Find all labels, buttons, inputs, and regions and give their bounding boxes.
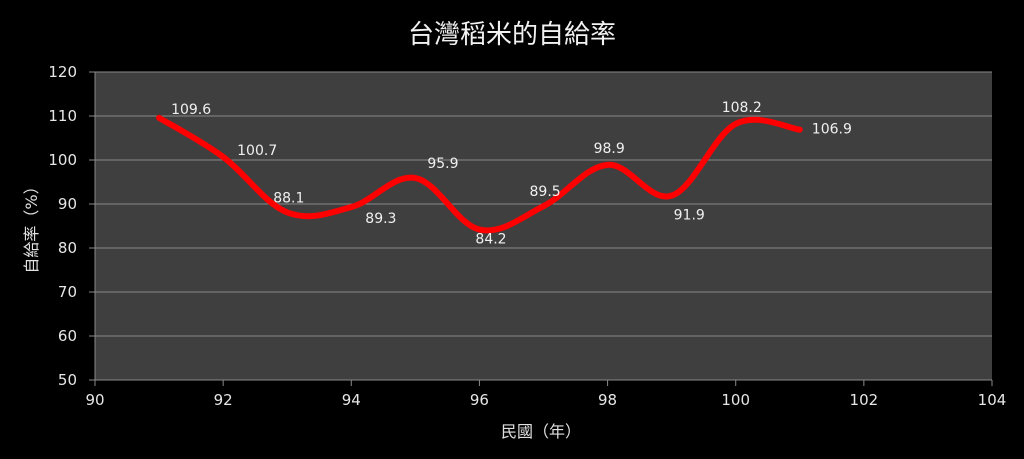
y-tick-labels: 50 60 70 80 90 100 110 120 — [48, 63, 77, 389]
y-tick-label: 60 — [58, 327, 77, 345]
data-label: 91.9 — [674, 208, 705, 224]
x-tick-label: 104 — [978, 391, 1007, 409]
x-axis-label: 民國（年） — [500, 422, 582, 441]
data-label: 106.9 — [812, 122, 852, 138]
y-tick-label: 110 — [48, 107, 77, 125]
y-tick-label: 100 — [48, 151, 77, 169]
gridlines — [95, 71, 992, 337]
data-label: 100.7 — [237, 143, 277, 159]
data-label: 84.2 — [475, 232, 506, 248]
data-label: 108.2 — [722, 100, 762, 116]
x-tick-label: 100 — [721, 391, 750, 409]
data-labels: 109.6 100.7 88.1 89.3 95.9 84.2 89.5 98.9 91.9 10… — [171, 100, 852, 248]
series-line — [156, 114, 803, 234]
x-tick-label: 96 — [470, 391, 489, 409]
x-tick-labels: 90 92 94 96 98 100 102 104 — [85, 391, 1006, 409]
y-tick-label: 50 — [58, 371, 77, 389]
chart-title: 台灣稻米的自給率 — [407, 20, 616, 50]
plot-area — [95, 72, 992, 380]
x-tick-label: 102 — [850, 391, 879, 409]
data-label: 89.5 — [530, 184, 561, 200]
y-tick-label: 90 — [58, 195, 77, 213]
axes — [89, 71, 993, 386]
y-tick-label: 120 — [48, 63, 77, 81]
data-label: 95.9 — [427, 156, 458, 172]
data-label: 88.1 — [273, 190, 304, 206]
y-tick-label: 70 — [58, 283, 77, 301]
data-label: 89.3 — [365, 211, 396, 227]
y-tick-label: 80 — [58, 239, 77, 257]
x-tick-label: 98 — [598, 391, 617, 409]
x-tick-label: 90 — [85, 391, 104, 409]
x-tick-label: 94 — [342, 391, 361, 409]
data-label: 109.6 — [171, 102, 211, 118]
data-label: 98.9 — [594, 141, 625, 157]
x-tick-label: 92 — [214, 391, 233, 409]
